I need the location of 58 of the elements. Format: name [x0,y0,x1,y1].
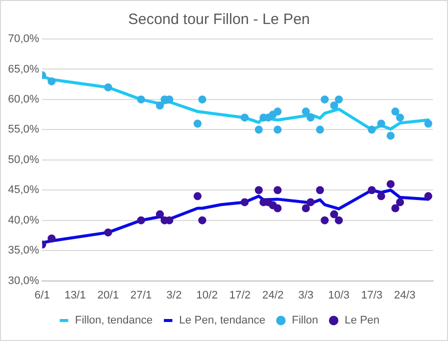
point [316,126,324,134]
x-tick-label: 24/2 [262,289,284,302]
point [137,216,146,224]
point [194,192,202,200]
point [334,216,343,224]
point [198,95,206,104]
point [386,132,395,140]
point [316,186,324,194]
point [396,198,404,206]
x-tick-label: 24/3 [394,289,416,302]
point [194,120,202,128]
x-tick-label: 27/1 [130,289,152,302]
x-tick-label: 3/2 [166,289,182,302]
legend-label: Fillon, tendance [74,314,153,327]
y-tick-label: 30,0% [8,274,40,287]
point [396,114,404,122]
point [391,108,400,116]
point [104,83,112,92]
point [137,95,146,104]
point [334,95,343,104]
point [330,101,338,110]
point [104,228,112,236]
x-tick-label: 10/3 [328,289,350,302]
point [377,192,386,200]
point [424,192,432,200]
point [156,101,164,110]
y-tick-label: 40,0% [8,214,40,226]
x-tick-label: 13/1 [64,289,86,302]
x-tick-label: 17/3 [361,289,382,302]
point [424,120,432,128]
y-tick-label: 45,0% [8,184,40,196]
y-tick-label: 50,0% [8,154,40,166]
point [320,216,329,224]
point [377,120,386,128]
y-tick-label: 65,0% [8,63,40,76]
x-tick-label: 17/2 [229,289,251,302]
point [330,210,338,218]
chart-title: Second tour Fillon - Le Pen [128,11,310,28]
point [198,216,206,224]
point [368,186,376,194]
x-tick-label: 10/2 [196,289,218,302]
legend-label: Fillon [292,314,318,327]
point [306,198,315,206]
point [391,204,400,212]
point [156,210,164,218]
y-tick-label: 70,0% [8,33,40,46]
point [368,126,376,134]
x-tick-label: 3/3 [298,289,314,302]
legend-label: Le Pen, tendance [179,314,266,327]
point [306,114,315,122]
y-tick-label: 55,0% [8,124,40,136]
x-tick-label: 20/1 [97,289,119,302]
point [386,180,395,188]
legend-label: Le Pen [344,314,380,327]
y-tick-label: 60,0% [8,93,40,106]
point [320,95,329,104]
x-tick-label: 6/1 [34,289,50,302]
y-tick-label: 35,0% [8,244,40,257]
